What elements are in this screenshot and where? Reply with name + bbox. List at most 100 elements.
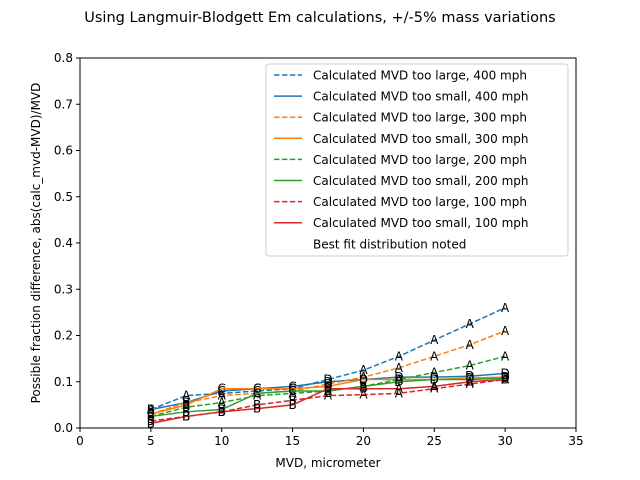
point-label: C xyxy=(253,386,261,400)
point-label: D xyxy=(323,379,332,393)
chart-title: Using Langmuir-Blodgett Em calculations,… xyxy=(84,10,556,26)
point-label: A xyxy=(501,324,510,338)
series-line xyxy=(150,330,506,415)
point-label: D xyxy=(501,370,510,384)
point-label: D xyxy=(323,372,332,386)
point-label: A xyxy=(395,386,404,400)
x-tick-label: 0 xyxy=(76,434,84,448)
point-label: B xyxy=(253,398,261,412)
point-label: C xyxy=(253,384,261,398)
y-tick-label: 0.1 xyxy=(54,375,73,389)
legend-entry: Calculated MVD too large, 300 mph xyxy=(313,111,527,125)
y-axis-label: Possible fraction difference, abs(calc_m… xyxy=(29,83,43,404)
point-label: D xyxy=(323,377,332,391)
legend-entry: Calculated MVD too small, 400 mph xyxy=(313,90,529,104)
point-label: A xyxy=(430,379,439,393)
legend: Calculated MVD too large, 400 mph Calcula… xyxy=(265,63,569,257)
point-label: A xyxy=(253,389,262,403)
legend-entry: Calculated MVD too large, 100 mph xyxy=(313,195,527,209)
y-tick-label: 0.7 xyxy=(54,97,73,111)
point-label: A xyxy=(324,389,333,403)
legend-entry: Calculated MVD too large, 200 mph xyxy=(313,153,527,167)
x-tick-label: 20 xyxy=(356,434,371,448)
point-label: A xyxy=(395,349,404,363)
point-label: B xyxy=(288,393,296,407)
point-label: A xyxy=(182,389,191,403)
legend-box xyxy=(265,63,569,257)
point-label: B xyxy=(147,416,155,430)
point-label: C xyxy=(218,382,226,396)
point-label: B xyxy=(218,405,226,419)
y-tick-label: 0.4 xyxy=(54,236,73,250)
point-label: C xyxy=(253,382,261,396)
point-label: D xyxy=(465,369,474,383)
point-label: A xyxy=(395,382,404,396)
point-label: D xyxy=(394,372,403,386)
x-tick-label: 10 xyxy=(214,434,229,448)
point-label: B xyxy=(359,382,367,396)
point-label: D xyxy=(430,370,439,384)
point-label: A xyxy=(466,317,475,331)
point-label: A xyxy=(288,386,297,400)
point-label: B xyxy=(501,372,509,386)
point-label: B xyxy=(182,405,190,419)
point-label: A xyxy=(359,363,368,377)
point-label: A xyxy=(430,382,439,396)
point-label: B xyxy=(324,384,332,398)
point-label: A xyxy=(466,338,475,352)
point-label: B xyxy=(182,398,190,412)
point-label: A xyxy=(466,375,475,389)
point-label: A xyxy=(466,359,475,373)
legend-entry: Calculated MVD too small, 100 mph xyxy=(313,216,529,230)
x-axis-label: MVD, micrometer xyxy=(275,456,380,470)
point-label: A xyxy=(501,372,510,386)
point-label: B xyxy=(288,398,296,412)
x-tick-label: 30 xyxy=(498,434,513,448)
point-label: B xyxy=(147,407,155,421)
point-label: A xyxy=(501,349,510,363)
point-label: B xyxy=(253,402,261,416)
x-tick-label: 35 xyxy=(568,434,583,448)
point-label: C xyxy=(218,386,226,400)
point-label: B xyxy=(359,379,367,393)
point-label: B xyxy=(182,400,190,414)
point-label: D xyxy=(359,372,368,386)
series-line xyxy=(150,355,506,418)
series-line xyxy=(150,377,506,418)
y-tick-label: 0.0 xyxy=(54,421,73,435)
point-label: D xyxy=(501,371,510,385)
point-label: D xyxy=(430,372,439,386)
point-label: C xyxy=(288,382,296,396)
point-label: A xyxy=(395,361,404,375)
point-label: A xyxy=(218,396,227,410)
point-label: A xyxy=(501,301,510,315)
point-label: D xyxy=(465,372,474,386)
y-tick-label: 0.2 xyxy=(54,329,73,343)
x-axis: 0 5 10 15 20 25 30 35 xyxy=(76,428,584,448)
x-tick-label: 25 xyxy=(427,434,442,448)
point-label: B xyxy=(182,396,190,410)
point-label: D xyxy=(501,366,510,380)
point-label: B xyxy=(324,382,332,396)
point-label: A xyxy=(466,377,475,391)
point-label: B xyxy=(147,403,155,417)
point-label: A xyxy=(430,333,439,347)
x-tick-label: 15 xyxy=(285,434,300,448)
point-label: A xyxy=(359,370,368,384)
series-line xyxy=(150,378,506,425)
legend-entry: Calculated MVD too small, 300 mph xyxy=(313,132,529,146)
y-tick-label: 0.3 xyxy=(54,282,73,296)
x-tick-label: 5 xyxy=(147,434,155,448)
point-label: B xyxy=(147,409,155,423)
y-axis: 0.0 0.1 0.2 0.3 0.4 0.5 0.6 0.7 0.8 xyxy=(54,51,80,435)
point-label: D xyxy=(394,375,403,389)
point-label: C xyxy=(288,384,296,398)
point-label: A xyxy=(359,388,368,402)
point-label: D xyxy=(394,370,403,384)
y-tick-label: 0.8 xyxy=(54,51,73,65)
legend-note: Best fit distribution noted xyxy=(313,237,466,251)
y-tick-label: 0.6 xyxy=(54,144,73,158)
point-label: A xyxy=(395,372,404,386)
